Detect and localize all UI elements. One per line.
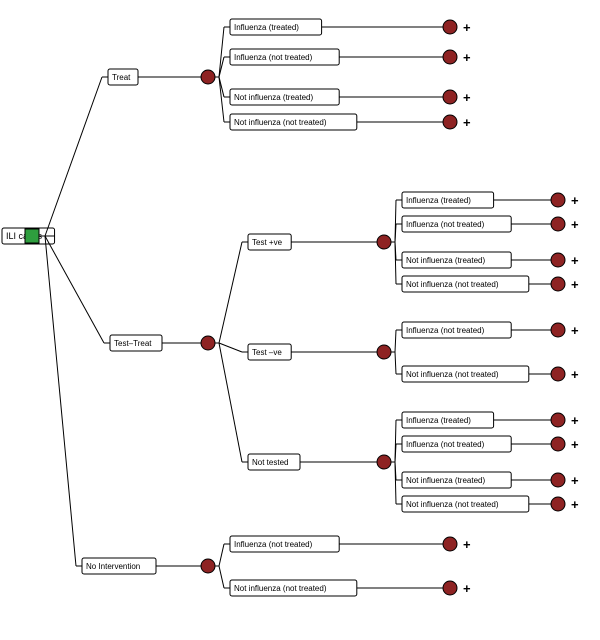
edge [395, 352, 396, 374]
testtreat-sub0-outcome-label-0: Influenza (treated) [402, 192, 494, 208]
testtreat-sub2-outcome-label-2-text: Not influenza (treated) [406, 476, 485, 485]
testtreat-sub2-outcome-label-1: Influenza (not treated) [402, 436, 511, 452]
edge [219, 343, 242, 462]
testtreat-sub0-outcome-label-3: Not influenza (not treated) [402, 276, 529, 292]
testtreat-sub-node-0 [377, 235, 391, 249]
testtreat-sub0-outcome-label-1-text: Influenza (not treated) [406, 220, 485, 229]
treat-outcome-label-3-text: Not influenza (not treated) [234, 118, 327, 127]
decision-tree: ILI casesTreatInfluenza (treated)+Influe… [0, 0, 600, 640]
treat-outcome-label-1: Influenza (not treated) [230, 49, 339, 65]
testtreat-sub-node-2 [377, 455, 391, 469]
edge [45, 236, 76, 566]
testtreat-sub-label-2-text: Not tested [252, 458, 288, 467]
testtreat-sub-label-0-text: Test +ve [252, 238, 283, 247]
treat-plus-2: + [463, 90, 471, 105]
branch-label-testtreat: Test–Treat [110, 335, 162, 351]
root-decision-node [25, 229, 39, 243]
testtreat-sub0-plus-1: + [571, 217, 579, 232]
testtreat-sub0-outcome-label-2: Not influenza (treated) [402, 252, 511, 268]
testtreat-sub2-terminal-2 [551, 473, 565, 487]
testtreat-sub0-terminal-1 [551, 217, 565, 231]
testtreat-sub-label-1: Test –ve [248, 344, 291, 360]
noint-outcome-label-1: Not influenza (not treated) [230, 580, 357, 596]
testtreat-sub1-terminal-1 [551, 367, 565, 381]
testtreat-sub1-outcome-label-1-text: Not influenza (not treated) [406, 370, 499, 379]
testtreat-sub2-plus-1: + [571, 437, 579, 452]
testtreat-sub0-terminal-2 [551, 253, 565, 267]
testtreat-sub2-outcome-label-3-text: Not influenza (not treated) [406, 500, 499, 509]
branch-label-noint: No Intervention [82, 558, 156, 574]
testtreat-sub-node-1 [377, 345, 391, 359]
testtreat-sub1-outcome-label-1: Not influenza (not treated) [402, 366, 529, 382]
treat-terminal-2 [443, 90, 457, 104]
testtreat-sub0-plus-2: + [571, 253, 579, 268]
noint-terminal-1 [443, 581, 457, 595]
testtreat-sub2-outcome-label-0: Influenza (treated) [402, 412, 494, 428]
testtreat-sub0-outcome-label-3-text: Not influenza (not treated) [406, 280, 499, 289]
noint-plus-1: + [463, 581, 471, 596]
chance-node-treat [201, 70, 215, 84]
treat-outcome-label-3: Not influenza (not treated) [230, 114, 357, 130]
branch-label-noint-text: No Intervention [86, 562, 140, 571]
noint-outcome-label-0: Influenza (not treated) [230, 536, 339, 552]
treat-outcome-label-0: Influenza (treated) [230, 19, 322, 35]
testtreat-sub-label-0: Test +ve [248, 234, 291, 250]
edge [219, 566, 224, 588]
testtreat-sub-label-1-text: Test –ve [252, 348, 282, 357]
edge [219, 343, 242, 352]
treat-plus-1: + [463, 50, 471, 65]
treat-terminal-3 [443, 115, 457, 129]
edge [395, 330, 396, 352]
testtreat-sub0-terminal-0 [551, 193, 565, 207]
branch-label-treat-text: Treat [112, 73, 131, 82]
chance-node-noint [201, 559, 215, 573]
treat-outcome-label-2: Not influenza (treated) [230, 89, 339, 105]
treat-outcome-label-2-text: Not influenza (treated) [234, 93, 313, 102]
branch-label-testtreat-text: Test–Treat [114, 339, 152, 348]
noint-outcome-label-0-text: Influenza (not treated) [234, 540, 313, 549]
noint-terminal-0 [443, 537, 457, 551]
testtreat-sub2-outcome-label-2: Not influenza (treated) [402, 472, 511, 488]
testtreat-sub2-terminal-0 [551, 413, 565, 427]
treat-terminal-1 [443, 50, 457, 64]
chance-node-testtreat [201, 336, 215, 350]
noint-plus-0: + [463, 537, 471, 552]
edge [219, 242, 242, 343]
treat-outcome-label-0-text: Influenza (treated) [234, 23, 299, 32]
edge [45, 77, 102, 236]
testtreat-sub1-terminal-0 [551, 323, 565, 337]
treat-plus-3: + [463, 115, 471, 130]
branch-label-treat: Treat [108, 69, 138, 85]
treat-terminal-0 [443, 20, 457, 34]
testtreat-sub2-plus-2: + [571, 473, 579, 488]
testtreat-sub2-terminal-1 [551, 437, 565, 451]
treat-outcome-label-1-text: Influenza (not treated) [234, 53, 313, 62]
testtreat-sub1-plus-0: + [571, 323, 579, 338]
testtreat-sub0-plus-3: + [571, 277, 579, 292]
testtreat-sub2-terminal-3 [551, 497, 565, 511]
testtreat-sub2-plus-0: + [571, 413, 579, 428]
testtreat-sub0-terminal-3 [551, 277, 565, 291]
treat-plus-0: + [463, 20, 471, 35]
edge [219, 27, 224, 77]
testtreat-sub0-plus-0: + [571, 193, 579, 208]
testtreat-sub-label-2: Not tested [248, 454, 300, 470]
testtreat-sub2-outcome-label-3: Not influenza (not treated) [402, 496, 529, 512]
testtreat-sub0-outcome-label-0-text: Influenza (treated) [406, 196, 471, 205]
testtreat-sub0-outcome-label-2-text: Not influenza (treated) [406, 256, 485, 265]
edge [219, 77, 224, 122]
testtreat-sub2-outcome-label-1-text: Influenza (not treated) [406, 440, 485, 449]
testtreat-sub1-outcome-label-0-text: Influenza (not treated) [406, 326, 485, 335]
edge [219, 544, 224, 566]
testtreat-sub0-outcome-label-1: Influenza (not treated) [402, 216, 511, 232]
testtreat-sub1-plus-1: + [571, 367, 579, 382]
testtreat-sub2-outcome-label-0-text: Influenza (treated) [406, 416, 471, 425]
noint-outcome-label-1-text: Not influenza (not treated) [234, 584, 327, 593]
testtreat-sub1-outcome-label-0: Influenza (not treated) [402, 322, 511, 338]
testtreat-sub2-plus-3: + [571, 497, 579, 512]
